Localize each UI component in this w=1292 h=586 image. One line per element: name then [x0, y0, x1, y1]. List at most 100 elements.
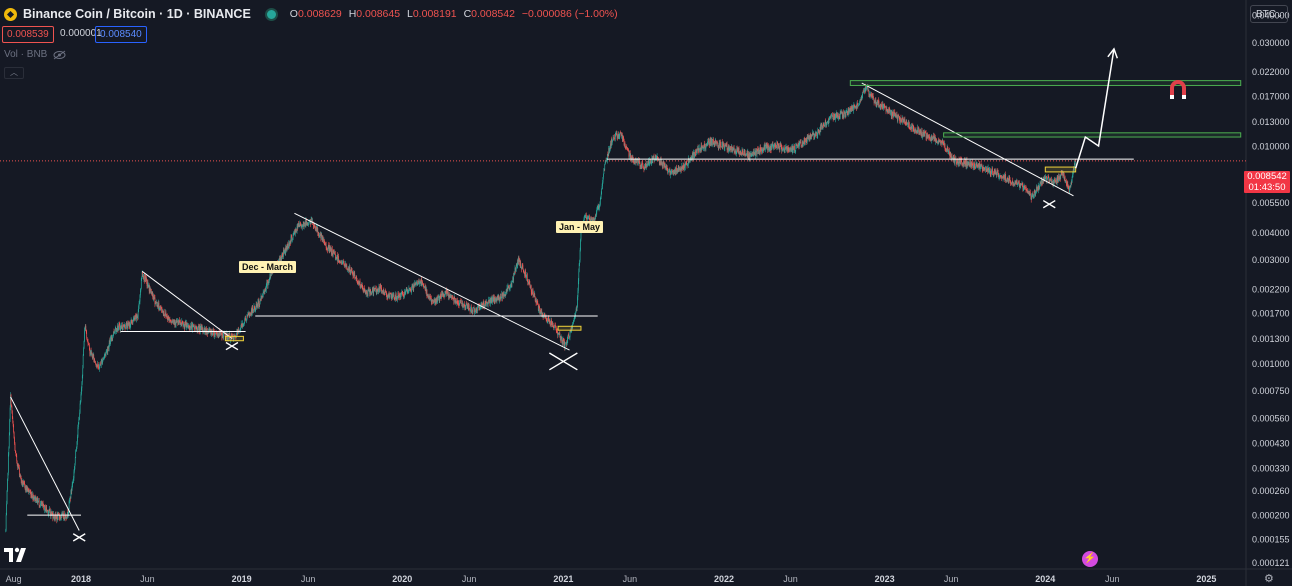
candle-body — [721, 142, 723, 148]
candle-body — [573, 319, 575, 321]
low-value: 0.008191 — [412, 8, 457, 20]
candle-body — [280, 257, 282, 259]
candle-body — [456, 300, 458, 304]
candle-body — [264, 290, 265, 292]
candle-body — [38, 500, 40, 502]
candle-body — [964, 163, 966, 167]
candle-body — [866, 87, 868, 89]
candle-body — [526, 274, 528, 282]
candle-body — [370, 292, 372, 294]
candle-body — [33, 496, 35, 500]
candle-body — [159, 306, 161, 308]
candle-body — [925, 133, 927, 138]
candle-body — [377, 288, 378, 292]
candle-body — [291, 239, 293, 242]
candle-body — [635, 158, 636, 164]
candle-body — [588, 216, 589, 218]
candle-body — [457, 302, 459, 304]
candle-body — [244, 318, 246, 323]
candle-body — [858, 104, 860, 105]
candle-body — [72, 482, 73, 485]
candle-body — [742, 153, 744, 155]
candle-body — [786, 146, 787, 150]
candle-body — [562, 339, 564, 345]
candle-body — [989, 168, 991, 170]
candle-body — [722, 144, 724, 145]
candle-body — [323, 240, 325, 241]
note-jan-may[interactable]: Jan - May — [556, 221, 604, 233]
gear-icon[interactable]: ⚙ — [1264, 573, 1274, 585]
candle-body — [910, 126, 911, 129]
candle-body — [488, 300, 490, 303]
candle-body — [601, 188, 603, 194]
candle-body — [172, 320, 174, 322]
magnet-icon[interactable] — [1168, 78, 1188, 100]
candle-body — [258, 303, 260, 307]
candle-body — [730, 148, 731, 151]
candle-body — [328, 245, 330, 246]
candle-body — [86, 332, 88, 339]
candle-body — [394, 297, 395, 299]
candle-body — [134, 315, 136, 320]
candle-body — [636, 159, 637, 161]
lightning-icon[interactable]: ⚡ — [1082, 551, 1098, 567]
candle-body — [903, 119, 905, 122]
candle-body — [663, 163, 665, 167]
candle-body — [110, 338, 111, 344]
candle-body — [158, 309, 160, 310]
candle-body — [137, 316, 139, 318]
collapse-icon[interactable]: ︿ — [4, 67, 24, 79]
candle-body — [507, 285, 509, 290]
sell-button[interactable]: 0.008539 — [2, 26, 54, 43]
candle-body — [860, 101, 861, 102]
candle-body — [471, 307, 472, 313]
candle-body — [1039, 183, 1041, 186]
candle-body — [319, 235, 321, 236]
eye-off-icon[interactable] — [53, 50, 66, 60]
candle-body — [372, 289, 374, 294]
candle-body — [445, 290, 447, 292]
candle-body — [546, 319, 547, 321]
candle-body — [871, 95, 873, 98]
symbol-title[interactable]: Binance Coin / Bitcoin · 1D · BINANCE — [23, 7, 251, 21]
note-dec-march[interactable]: Dec - March — [239, 261, 297, 273]
buy-button[interactable]: 0.008540 — [95, 26, 147, 43]
candle-body — [90, 350, 92, 355]
candle-body — [379, 286, 381, 289]
candle-body — [841, 112, 842, 114]
candle-body — [103, 355, 105, 358]
candle-body — [330, 247, 332, 252]
candle-body — [683, 166, 685, 170]
candle-body — [699, 148, 700, 153]
candle-body — [600, 197, 602, 198]
candle-body — [85, 331, 87, 333]
candle-body — [968, 161, 970, 166]
candle-body — [139, 295, 141, 302]
support-box — [224, 335, 244, 342]
candle-body — [31, 496, 33, 498]
candle-body — [882, 103, 883, 109]
currency-button[interactable]: BTC ⌄ — [1250, 5, 1288, 23]
candle-body — [512, 277, 514, 280]
candle-body — [960, 158, 961, 162]
y-tick-label: 0.000750 — [1252, 386, 1290, 396]
candle-body — [118, 327, 119, 331]
candle-body — [642, 163, 643, 166]
x-tick-label: Jun — [462, 574, 477, 584]
volume-legend[interactable]: Vol · BNB — [4, 49, 66, 60]
candle-body — [199, 328, 201, 333]
candle-body — [542, 312, 544, 316]
candle-body — [846, 111, 847, 113]
candle-body — [806, 136, 808, 143]
projection-arrow — [1074, 48, 1115, 169]
candle-body — [692, 154, 694, 159]
candle-body — [249, 312, 251, 314]
candle-body — [203, 329, 205, 333]
candle-body — [394, 298, 396, 300]
candle-body — [715, 140, 716, 143]
candle-body — [931, 135, 933, 141]
candle-body — [808, 136, 809, 137]
candle-body — [1024, 186, 1025, 188]
tradingview-logo-icon[interactable] — [4, 546, 30, 564]
